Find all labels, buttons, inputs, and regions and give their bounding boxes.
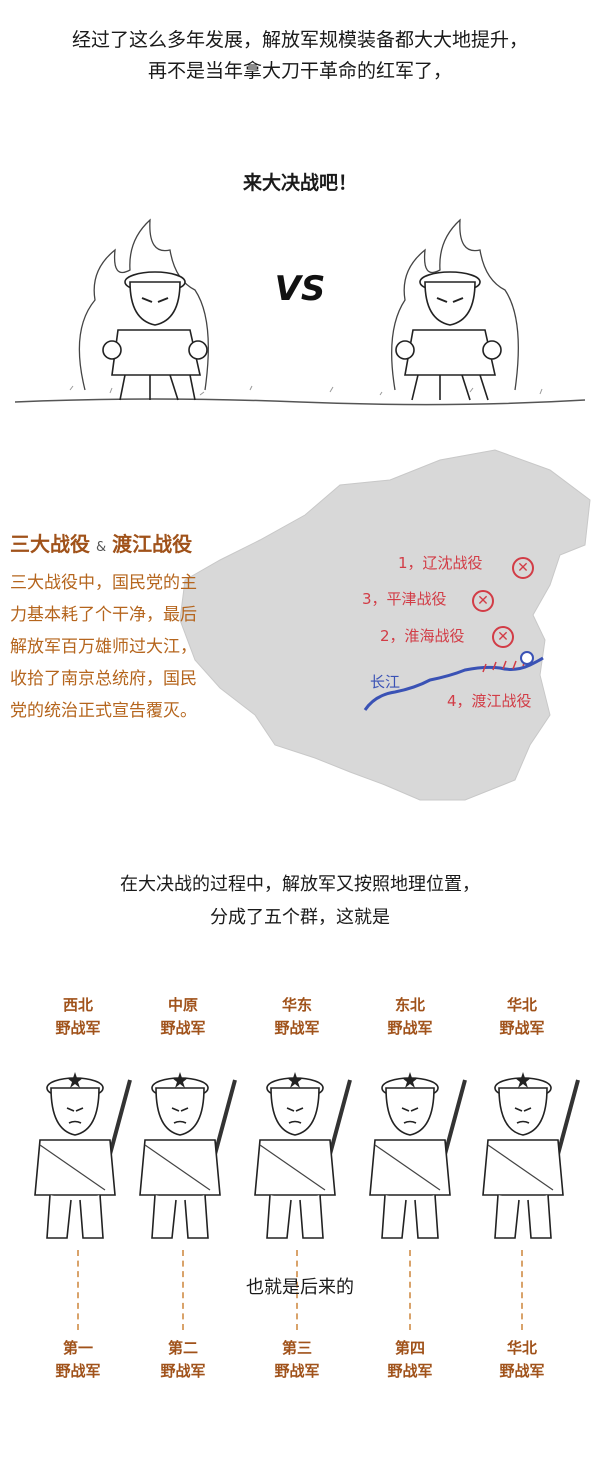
army-region: 东北 xyxy=(394,996,425,1014)
defeat-x-icon: ✕ xyxy=(492,626,514,648)
china-map-silhouette xyxy=(179,449,591,801)
yangtze-river xyxy=(363,656,544,711)
army-suffix: 野战军 xyxy=(274,1019,320,1037)
left-flame-aura xyxy=(78,218,209,391)
later-text: 也就是后来的 xyxy=(246,1277,354,1298)
intro-text: 经过了这么多年发展，解放军规模装备都大大地提升， 再不是当年拿大刀干革命的红军了… xyxy=(0,25,600,87)
army-label-second: 第二 野战军 xyxy=(143,1337,223,1383)
army-region: 第四 xyxy=(394,1339,425,1357)
army-region: 中原 xyxy=(167,996,198,1014)
china-map xyxy=(179,449,591,801)
right-soldier-figure xyxy=(395,271,502,401)
versus-text: VS xyxy=(275,269,326,309)
defeat-x-icon: ✕ xyxy=(472,590,494,612)
soldier-figure-2 xyxy=(138,1070,237,1240)
campaigns-line-1: 三大战役中，国民党的主 xyxy=(10,573,197,593)
crossing-arrows xyxy=(482,657,527,673)
army-label-northwest: 西北 野战军 xyxy=(38,994,118,1040)
army-suffix: 野战军 xyxy=(160,1362,206,1380)
army-region: 第一 xyxy=(62,1339,93,1357)
ground-line xyxy=(14,398,586,406)
campaigns-line-4: 收拾了南京总统府，国民 xyxy=(10,669,197,689)
intro-line-2: 再不是当年拿大刀干革命的红军了， xyxy=(147,60,452,82)
army-suffix: 野战军 xyxy=(499,1019,545,1037)
campaigns-title: 三大战役 & 渡江战役 xyxy=(10,528,192,557)
soldier-figure-5 xyxy=(481,1070,580,1240)
grouping-line-1: 在大决战的过程中，解放军又按照地理位置， xyxy=(120,874,480,895)
army-region: 第三 xyxy=(281,1339,312,1357)
versus-illustration: VS xyxy=(14,218,586,406)
battle-label-pingjin: 3，平津战役 xyxy=(362,590,447,608)
army-label-northeast: 东北 野战军 xyxy=(370,994,450,1040)
intro-line-1: 经过了这么多年发展，解放军规模装备都大大地提升， xyxy=(71,29,528,51)
soldiers-row xyxy=(33,1070,580,1240)
army-region: 西北 xyxy=(62,996,93,1014)
river-label-yangtze: 长江 xyxy=(370,673,401,691)
army-label-north-china-after: 华北 野战军 xyxy=(482,1337,562,1383)
campaigns-line-3: 解放军百万雄师过大江， xyxy=(10,637,197,657)
army-label-first: 第一 野战军 xyxy=(38,1337,118,1383)
battle-label-liaoshen: 1，辽沈战役 xyxy=(398,554,483,572)
right-soldier-brows xyxy=(436,297,464,303)
left-soldier-figure xyxy=(102,271,208,401)
soldier-figure-3 xyxy=(253,1070,352,1240)
campaigns-line-2: 力基本耗了个干净，最后 xyxy=(10,605,197,625)
connector-line-2 xyxy=(182,1250,184,1330)
army-suffix: 野战军 xyxy=(55,1019,101,1037)
soldier-figure-4 xyxy=(368,1070,467,1240)
grouping-text: 在大决战的过程中，解放军又按照地理位置， 分成了五个群，这就是 xyxy=(0,868,600,934)
battle-label-dujiang: 4，渡江战役 xyxy=(447,692,532,710)
army-region: 华北 xyxy=(506,1339,537,1357)
army-region: 第二 xyxy=(167,1339,198,1357)
battle-call-heading: 来大决战吧！ xyxy=(242,172,357,194)
campaigns-title-right: 渡江战役 xyxy=(112,532,193,556)
nanjing-marker xyxy=(520,651,534,665)
army-label-north-china: 华北 野战军 xyxy=(482,994,562,1040)
campaigns-title-left: 三大战役 xyxy=(10,532,90,556)
soldier-figure-1 xyxy=(33,1070,132,1240)
battle-label-huaihai: 2，淮海战役 xyxy=(380,627,465,645)
army-label-central-plains: 中原 野战军 xyxy=(143,994,223,1040)
connector-line-1 xyxy=(77,1250,79,1330)
left-soldier-brows xyxy=(141,297,169,303)
campaigns-description: 三大战役中，国民党的主 力基本耗了个干净，最后 解放军百万雄师过大江， 收拾了南… xyxy=(10,567,260,727)
army-suffix: 野战军 xyxy=(387,1019,433,1037)
army-suffix: 野战军 xyxy=(160,1019,206,1037)
army-region: 华北 xyxy=(506,996,537,1014)
grouping-line-2: 分成了五个群，这就是 xyxy=(210,907,390,928)
army-region: 华东 xyxy=(281,996,312,1014)
army-suffix: 野战军 xyxy=(274,1362,320,1380)
campaigns-line-5: 党的统治正式宣告覆灭。 xyxy=(10,701,197,721)
army-label-fourth: 第四 野战军 xyxy=(370,1337,450,1383)
right-flame-aura xyxy=(391,218,519,391)
army-suffix: 野战军 xyxy=(499,1362,545,1380)
connector-line-4 xyxy=(409,1250,411,1330)
defeat-x-icon: ✕ xyxy=(512,557,534,579)
connector-line-5 xyxy=(521,1250,523,1330)
army-suffix: 野战军 xyxy=(55,1362,101,1380)
army-label-east-china: 华东 野战军 xyxy=(257,994,337,1040)
ampersand-symbol: & xyxy=(96,540,107,555)
connector-line-3 xyxy=(296,1250,298,1330)
army-suffix: 野战军 xyxy=(387,1362,433,1380)
army-label-third: 第三 野战军 xyxy=(257,1337,337,1383)
